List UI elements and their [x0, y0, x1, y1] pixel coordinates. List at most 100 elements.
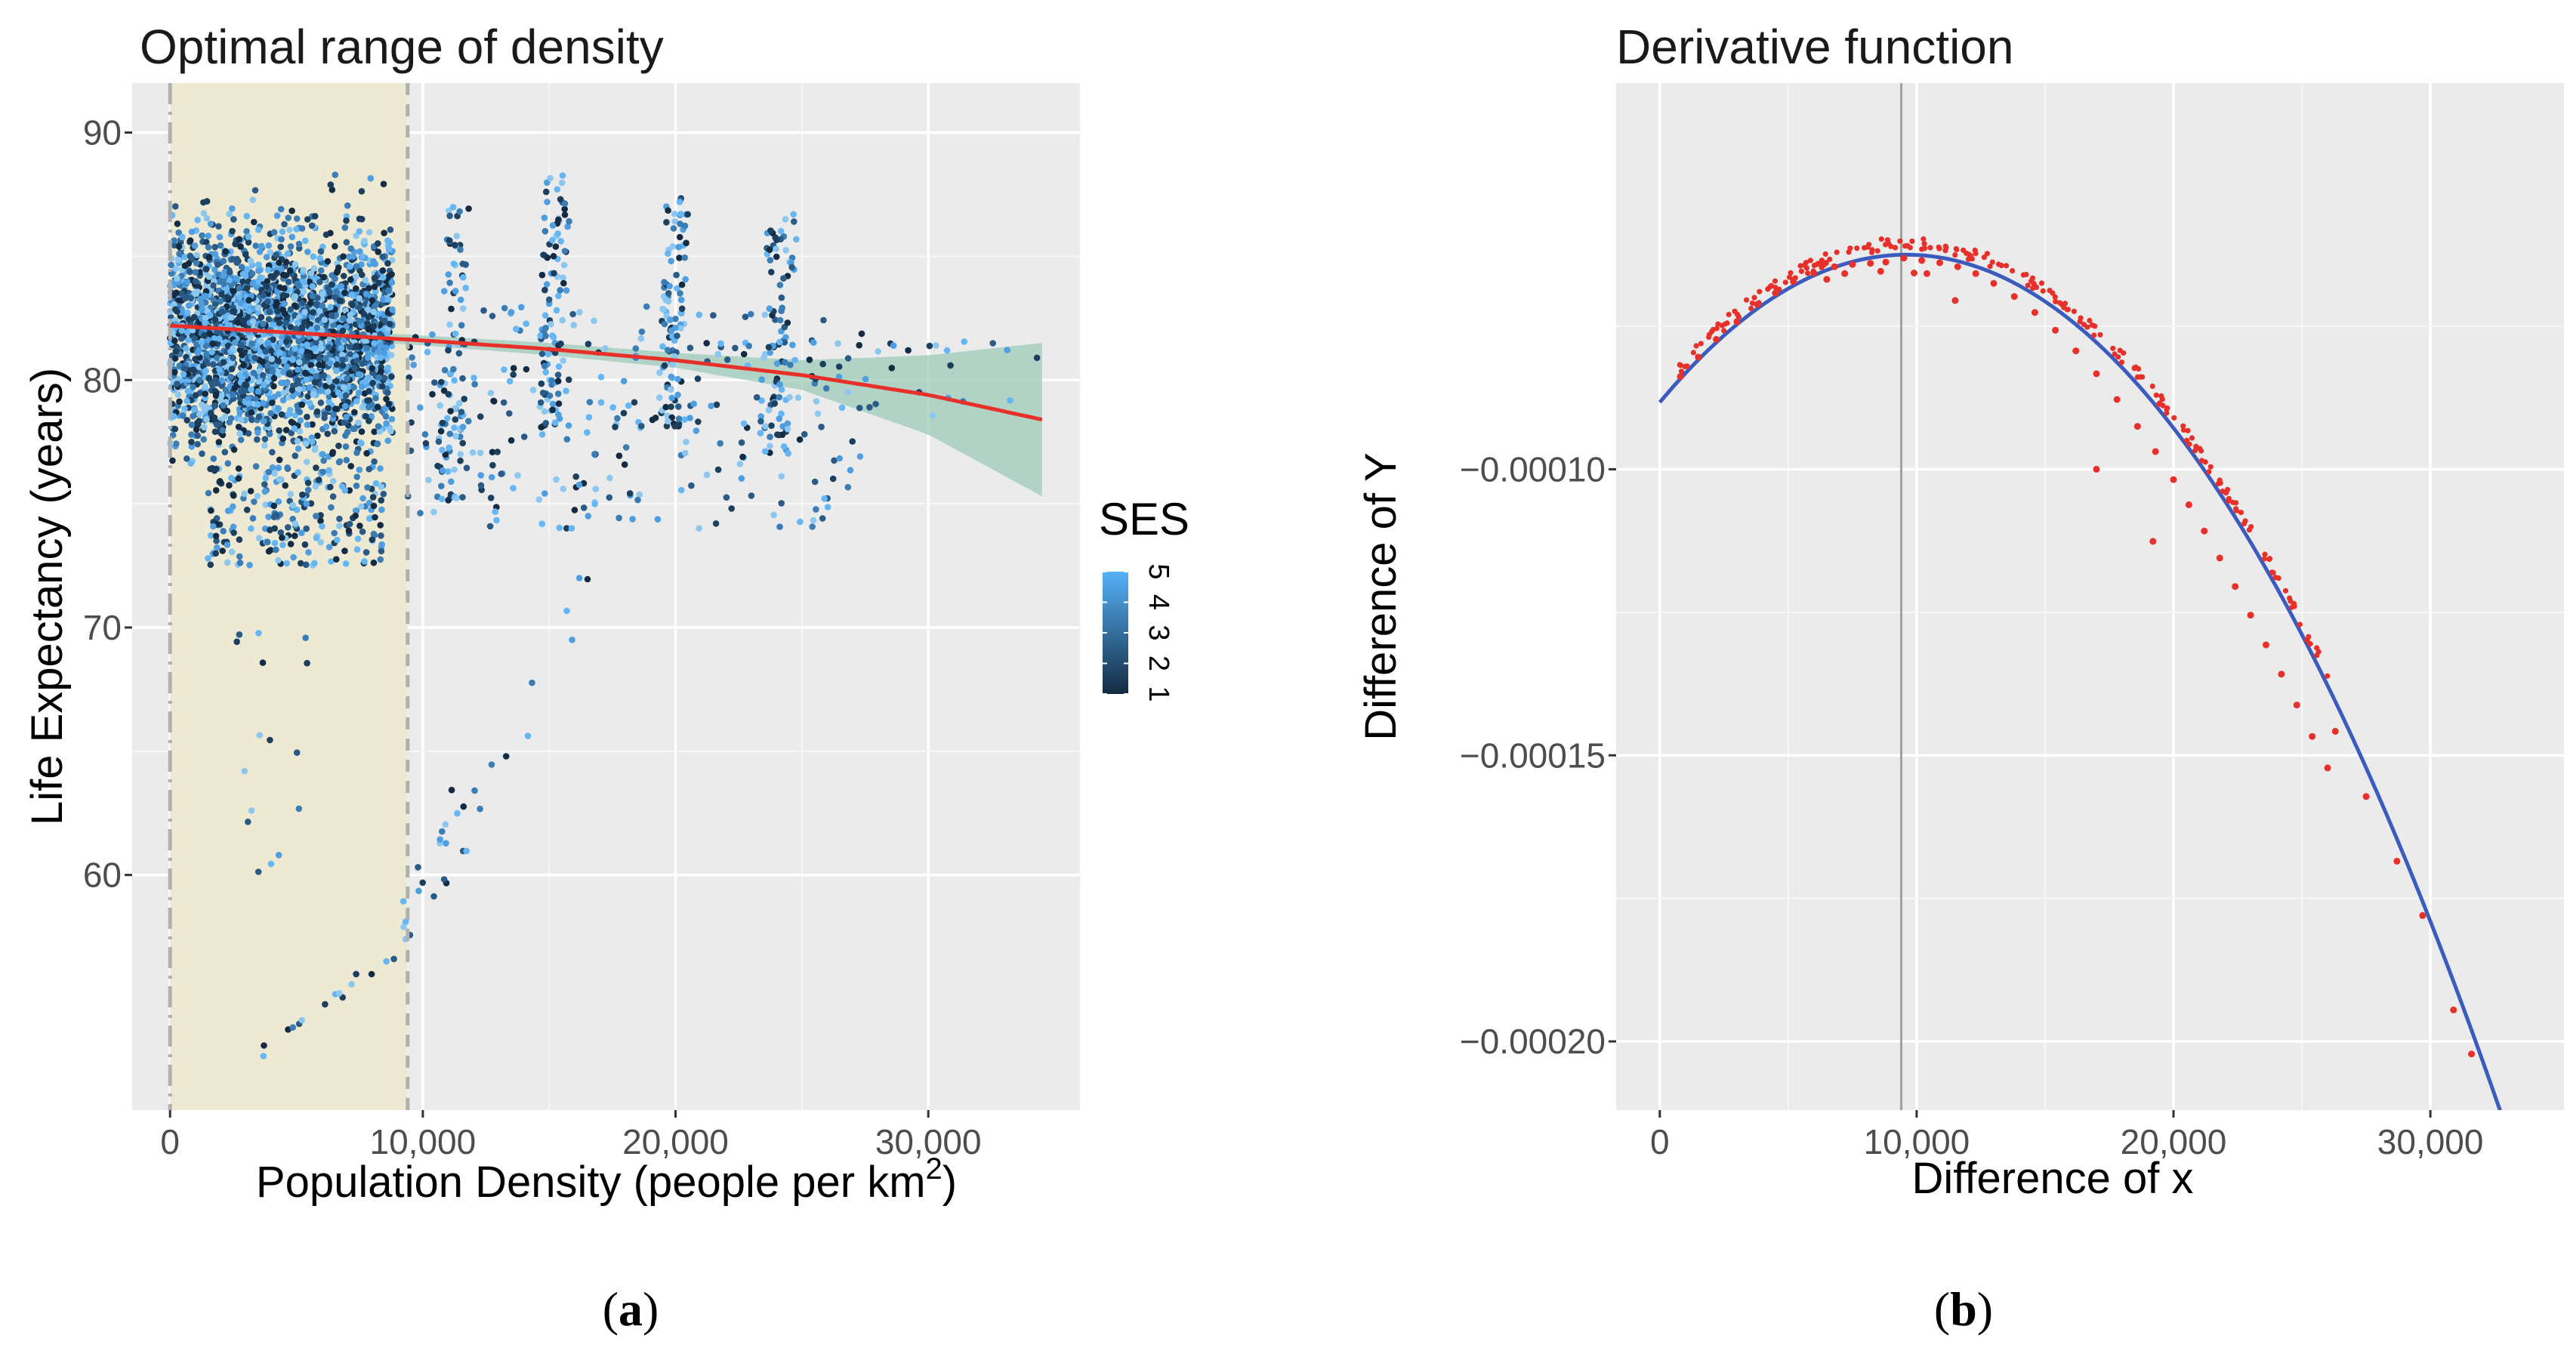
- scatter-point: [255, 387, 262, 395]
- scatter-point: [888, 365, 896, 372]
- scatter-point: [448, 786, 455, 794]
- scatter-point: [571, 507, 578, 514]
- scatter-point: [1007, 397, 1013, 404]
- scatter-point: [402, 918, 409, 925]
- scatter-point: [341, 289, 348, 297]
- scatter-point: [211, 428, 219, 435]
- scatter-point: [626, 490, 634, 497]
- scatter-point: [822, 385, 830, 392]
- derivative-point: [2084, 324, 2090, 330]
- scatter-point: [510, 485, 517, 492]
- scatter-point: [675, 403, 682, 410]
- scatter-point: [661, 320, 668, 328]
- scatter-point: [280, 369, 287, 376]
- scatter-point: [329, 477, 337, 485]
- derivative-point: [2201, 527, 2208, 535]
- scatter-point: [304, 413, 310, 421]
- scatter-point: [773, 360, 781, 367]
- scatter-point: [374, 440, 381, 448]
- scatter-point: [305, 549, 312, 556]
- scatter-point: [174, 275, 180, 282]
- derivative-point: [2419, 911, 2426, 919]
- scatter-point: [346, 487, 353, 494]
- scatter-point: [776, 338, 783, 346]
- legend-label: 1: [1143, 686, 1174, 702]
- scatter-point: [277, 265, 285, 273]
- scatter-point: [291, 425, 298, 432]
- scatter-point: [217, 298, 224, 305]
- scatter-point: [415, 887, 422, 895]
- scatter-point: [835, 340, 841, 347]
- scatter-point: [248, 340, 256, 347]
- derivative-point: [1722, 321, 1729, 327]
- derivative-point: [1981, 254, 1987, 261]
- scatter-point: [625, 402, 632, 409]
- scatter-point: [267, 273, 275, 280]
- scatter-point: [285, 370, 293, 378]
- scatter-point: [279, 396, 287, 404]
- scatter-point: [304, 659, 310, 667]
- scatter-point: [247, 258, 255, 264]
- scatter-point: [192, 278, 199, 285]
- scatter-point: [1033, 354, 1041, 362]
- scatter-point: [295, 805, 303, 813]
- scatter-point: [838, 404, 846, 412]
- derivative-point: [1782, 279, 1788, 285]
- scatter-point: [236, 294, 243, 301]
- scatter-point: [255, 261, 262, 268]
- scatter-point: [362, 412, 369, 420]
- scatter-point: [255, 630, 262, 637]
- scatter-point: [674, 332, 680, 340]
- scatter-point: [677, 296, 685, 304]
- scatter-point: [202, 342, 209, 350]
- scatter-point: [236, 631, 243, 638]
- scatter-point: [835, 373, 843, 381]
- scatter-point: [369, 379, 376, 387]
- scatter-point: [728, 505, 735, 512]
- scatter-point: [568, 525, 575, 532]
- scatter-point: [524, 732, 532, 739]
- scatter-point: [378, 532, 384, 539]
- derivative-point: [2097, 332, 2103, 338]
- scatter-point: [311, 213, 319, 220]
- scatter-point: [218, 291, 225, 298]
- derivative-point: [1678, 369, 1685, 375]
- scatter-point: [437, 402, 443, 409]
- scatter-point: [221, 413, 229, 420]
- derivative-point: [1972, 270, 1979, 277]
- scatter-point: [319, 302, 326, 310]
- scatter-point: [233, 275, 240, 282]
- scatter-point: [226, 418, 233, 426]
- scatter-point: [280, 389, 288, 396]
- scatter-point: [207, 465, 214, 473]
- scatter-point: [438, 495, 446, 503]
- scatter-point: [541, 362, 548, 370]
- scatter-point: [545, 296, 553, 304]
- scatter-point: [219, 431, 227, 439]
- derivative-point: [2032, 282, 2038, 289]
- scatter-point: [210, 455, 217, 462]
- scatter-point: [620, 378, 628, 385]
- scatter-point: [336, 523, 343, 529]
- scatter-point: [372, 395, 379, 402]
- scatter-point: [559, 179, 566, 187]
- scatter-point: [477, 805, 483, 813]
- scatter-point: [265, 468, 273, 476]
- scatter-point: [819, 515, 826, 522]
- scatter-point: [183, 345, 190, 352]
- scatter-point: [572, 473, 579, 480]
- scatter-point: [356, 466, 363, 473]
- derivative-point: [2078, 315, 2084, 321]
- derivative-point: [2233, 507, 2239, 514]
- derivative-point: [2247, 612, 2254, 619]
- scatter-point: [238, 264, 245, 270]
- scatter-point: [791, 356, 798, 364]
- scatter-point: [205, 359, 212, 367]
- scatter-point: [662, 403, 669, 411]
- scatter-point: [378, 497, 385, 504]
- scatter-point: [541, 408, 548, 415]
- scatter-point: [351, 409, 358, 416]
- scatter-point: [561, 205, 568, 213]
- legend-tick-labels: 1 2 3 4 5: [1103, 563, 1174, 702]
- scatter-point: [283, 380, 290, 387]
